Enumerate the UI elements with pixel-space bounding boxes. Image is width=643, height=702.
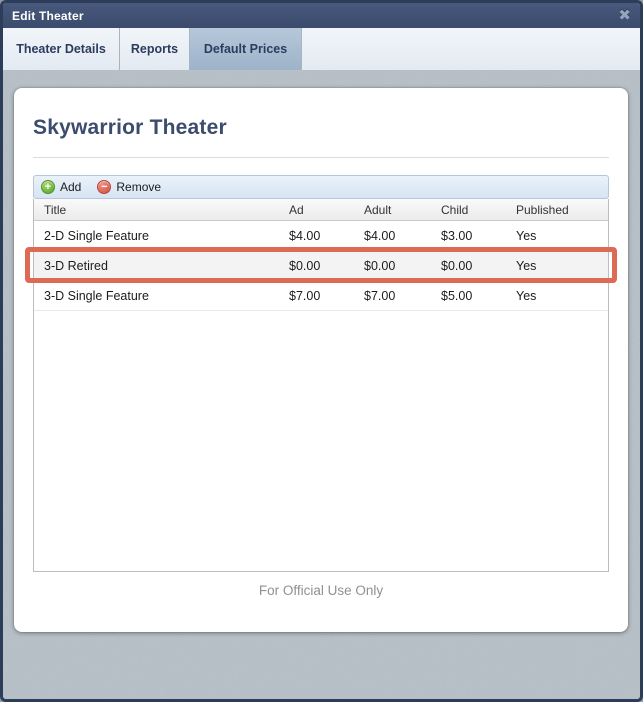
tab-theater-details[interactable]: Theater Details	[3, 28, 120, 70]
grid-toolbar: + Add − Remove	[33, 175, 609, 199]
cell-published: Yes	[516, 288, 537, 303]
tab-default-prices[interactable]: Default Prices	[190, 28, 302, 70]
tab-bar: Theater Details Reports Default Prices	[3, 28, 640, 70]
add-icon: +	[41, 180, 55, 194]
column-header-title[interactable]: Title	[44, 202, 67, 217]
remove-button[interactable]: − Remove	[97, 180, 161, 194]
add-button-label: Add	[60, 180, 82, 194]
heading-divider	[33, 157, 609, 158]
cell-child: $5.00	[441, 288, 473, 303]
default-prices-panel: Skywarrior Theater + Add − Remove Title …	[14, 88, 628, 632]
column-header-child[interactable]: Child	[441, 202, 469, 217]
tab-label: Theater Details	[16, 42, 106, 56]
tabbar-filler	[302, 28, 640, 70]
prices-table: Title Ad Adult Child Published 2-D Singl…	[25, 199, 617, 572]
cell-child: $0.00	[441, 258, 473, 273]
table-row[interactable]: 3-D Single Feature $7.00 $7.00 $5.00 Yes	[34, 281, 608, 311]
cell-ad: $0.00	[289, 258, 321, 273]
table-row[interactable]: 2-D Single Feature $4.00 $4.00 $3.00 Yes	[34, 221, 608, 251]
add-button[interactable]: + Add	[41, 180, 81, 194]
cell-ad: $4.00	[289, 228, 321, 243]
remove-button-label: Remove	[116, 180, 162, 194]
column-header-adult[interactable]: Adult	[364, 202, 392, 217]
tab-label: Default Prices	[203, 42, 288, 56]
table-header-row: Title Ad Adult Child Published	[34, 199, 608, 221]
cell-child: $3.00	[441, 228, 473, 243]
cell-adult: $0.00	[364, 258, 396, 273]
tab-label: Reports	[130, 42, 179, 56]
cell-adult: $7.00	[364, 288, 396, 303]
page-title: Skywarrior Theater	[33, 116, 227, 139]
table-empty-area	[34, 311, 608, 571]
cell-title: 2-D Single Feature	[44, 228, 149, 243]
cell-adult: $4.00	[364, 228, 396, 243]
cell-ad: $7.00	[289, 288, 321, 303]
cell-published: Yes	[516, 228, 537, 243]
cell-title: 3-D Single Feature	[44, 288, 149, 303]
dialog-titlebar: Edit Theater ✖	[3, 3, 640, 28]
dialog-title: Edit Theater	[12, 8, 84, 23]
cell-published: Yes	[516, 258, 537, 273]
column-header-ad[interactable]: Ad	[289, 202, 304, 217]
table-row-highlighted[interactable]: 3-D Retired $0.00 $0.00 $0.00 Yes	[25, 247, 617, 283]
dialog-body: Skywarrior Theater + Add − Remove Title …	[3, 70, 640, 699]
column-header-published[interactable]: Published	[516, 202, 569, 217]
close-icon[interactable]: ✖	[618, 7, 631, 24]
remove-icon: −	[97, 180, 112, 194]
official-use-note: For Official Use Only	[258, 583, 384, 598]
cell-title: 3-D Retired	[44, 258, 108, 273]
tab-reports[interactable]: Reports	[120, 28, 190, 70]
